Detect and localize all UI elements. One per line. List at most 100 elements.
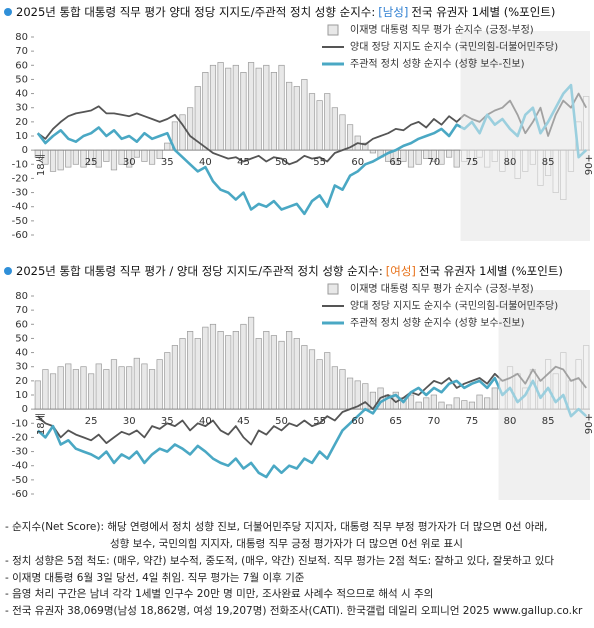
bar	[156, 359, 163, 410]
bar	[446, 404, 453, 410]
bar	[324, 93, 331, 151]
y-tick-label: 60	[15, 319, 28, 330]
x-tick-label: 30	[123, 416, 136, 427]
bar	[209, 64, 217, 151]
line-series	[36, 376, 588, 479]
bar	[278, 340, 285, 410]
bar	[255, 67, 262, 151]
title-suffix: 전국 유권자 1세별 (%포인트)	[419, 264, 563, 278]
bar	[316, 100, 323, 151]
bar	[324, 352, 331, 410]
y-tick-label: -10	[12, 418, 28, 429]
bar	[187, 107, 194, 151]
x-tick-label: 75	[466, 416, 479, 427]
x-tick-label: 40	[199, 416, 212, 427]
x-tick-label: 18세	[35, 413, 47, 435]
bar	[308, 93, 316, 151]
bar	[80, 366, 87, 410]
bar	[247, 62, 255, 151]
bar	[255, 338, 262, 410]
bar	[339, 369, 346, 410]
x-tick-label: 90+	[584, 154, 594, 175]
bar	[263, 331, 270, 410]
x-tick-label: 30	[123, 157, 136, 168]
bar	[179, 114, 186, 151]
y-tick-label: 70	[15, 305, 28, 316]
line-series	[37, 92, 587, 166]
bar	[453, 149, 460, 168]
bar	[461, 400, 468, 410]
y-tick-label: 10	[15, 390, 28, 401]
bar	[110, 359, 118, 410]
y-tick-label: -60	[12, 230, 28, 241]
bar	[453, 397, 460, 410]
bar	[148, 369, 156, 410]
legend-swatch	[327, 283, 339, 295]
bar	[194, 338, 201, 410]
title-dot	[4, 267, 12, 275]
x-tick-label: 80	[504, 157, 517, 168]
x-tick-label: 70	[427, 157, 440, 168]
bar	[293, 338, 300, 410]
shaded-overlay	[498, 290, 590, 500]
x-tick-label: 60	[351, 416, 364, 427]
y-tick-label: -10	[12, 159, 28, 170]
x-tick-label: 35	[161, 157, 174, 168]
bar	[217, 62, 224, 151]
bar	[202, 72, 209, 151]
y-tick-label: -40	[12, 202, 28, 213]
bar	[316, 359, 323, 410]
y-tick-label: -30	[12, 447, 28, 458]
bar	[95, 363, 102, 410]
bar	[49, 149, 57, 172]
y-tick-label: 50	[15, 333, 28, 344]
x-tick-label: 18세	[35, 154, 47, 176]
x-tick-label: 70	[427, 416, 440, 427]
y-tick-label: 10	[15, 131, 28, 142]
title-dot	[4, 8, 12, 16]
x-tick-label: 25	[85, 416, 98, 427]
bar	[247, 316, 255, 410]
y-tick-label: 50	[15, 74, 28, 85]
bar	[72, 369, 79, 410]
title-tag: [여성]	[386, 264, 416, 278]
y-tick-label: -20	[12, 173, 28, 184]
note: - 이재명 대통령 6월 3일 당선, 4일 취임. 직무 평가는 7월 이후 …	[5, 571, 305, 584]
bar	[430, 394, 437, 410]
x-tick-label: 25	[85, 157, 98, 168]
x-tick-label: 50	[275, 157, 288, 168]
x-tick-label: 85	[542, 157, 555, 168]
bar	[263, 64, 270, 151]
x-tick-label: 50	[275, 416, 288, 427]
y-tick-label: -30	[12, 188, 28, 199]
x-tick-label: 45	[237, 157, 250, 168]
legend-label: 이재명 대통령 직무 평가 순지수 (긍정-부정)	[350, 24, 534, 36]
bar	[164, 142, 171, 151]
x-tick-label: 85	[542, 416, 555, 427]
bar	[301, 79, 308, 151]
bar	[133, 149, 140, 158]
legend-label: 주관적 정치 성향 순지수 (성향 보수-진보)	[350, 58, 525, 70]
legend-label: 양대 정당 지지도 순지수 (국민의힘-더불어민주당)	[350, 300, 558, 312]
bar	[57, 149, 64, 171]
bar	[225, 67, 232, 151]
bar	[179, 338, 186, 410]
x-tick-label: 65	[389, 416, 402, 427]
shaded-region	[460, 31, 590, 241]
y-tick-label: 0	[22, 145, 28, 156]
y-tick-label: 70	[15, 46, 28, 57]
bar	[286, 81, 293, 151]
bar	[141, 149, 148, 162]
bar	[72, 149, 79, 165]
bar	[331, 366, 338, 410]
y-tick-label: 40	[15, 348, 28, 359]
chart-title: 2025년 통합 대통령 직무 평가 양대 정당 지지도/주관적 정치 성향 순…	[16, 5, 555, 19]
y-tick-label: 20	[15, 376, 28, 387]
bar	[407, 149, 415, 168]
bar	[278, 64, 285, 151]
bar	[57, 366, 64, 410]
bar	[148, 149, 156, 165]
bar	[346, 377, 354, 410]
bar	[232, 64, 239, 151]
bar	[133, 357, 140, 410]
